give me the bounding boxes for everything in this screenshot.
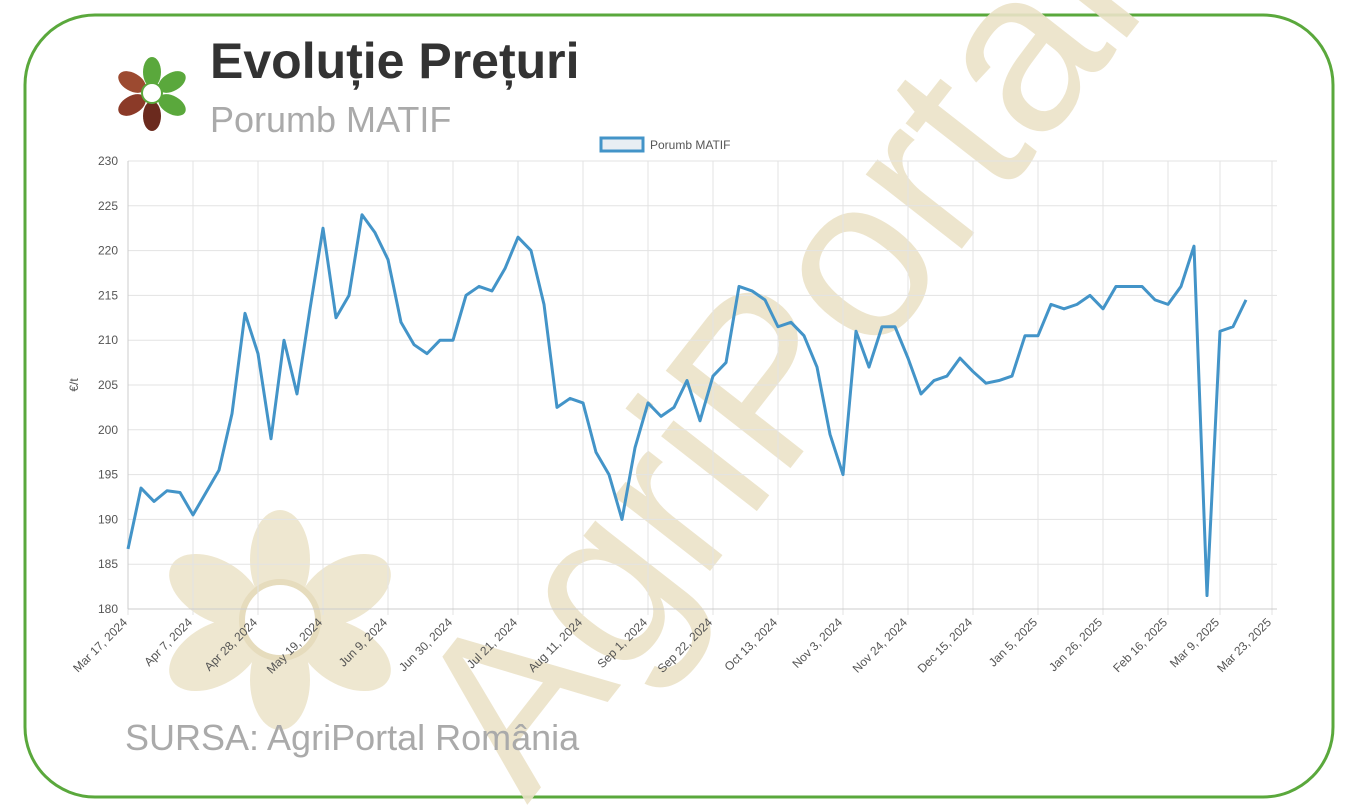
y-tick-label: 195 bbox=[98, 468, 118, 482]
legend-label: Porumb MATIF bbox=[650, 138, 730, 152]
y-tick-label: 205 bbox=[98, 378, 118, 392]
y-tick-label: 230 bbox=[98, 154, 118, 168]
y-tick-label: 190 bbox=[98, 512, 118, 526]
y-tick-label: 220 bbox=[98, 244, 118, 258]
y-tick-label: 225 bbox=[98, 199, 118, 213]
y-tick-label: 210 bbox=[98, 333, 118, 347]
source: SURSA: AgriPortal România bbox=[125, 717, 580, 758]
y-tick-label: 180 bbox=[98, 602, 118, 616]
watermark-flower bbox=[169, 510, 391, 730]
subtitle: Porumb MATIF bbox=[210, 99, 451, 140]
y-axis-label: €/t bbox=[67, 378, 81, 392]
y-tick-label: 215 bbox=[98, 288, 118, 302]
title: Evoluție Prețuri bbox=[210, 33, 580, 89]
y-tick-label: 185 bbox=[98, 557, 118, 571]
logo bbox=[118, 57, 186, 131]
y-tick-label: 200 bbox=[98, 423, 118, 437]
line-series bbox=[126, 213, 1248, 598]
legend-swatch bbox=[599, 136, 645, 153]
